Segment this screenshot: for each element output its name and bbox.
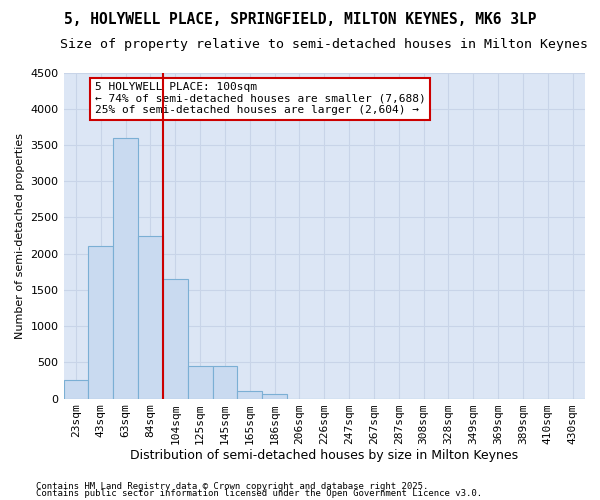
Text: Contains HM Land Registry data © Crown copyright and database right 2025.: Contains HM Land Registry data © Crown c…: [36, 482, 428, 491]
Bar: [262, 394, 287, 398]
Bar: [163, 279, 188, 398]
Title: Size of property relative to semi-detached houses in Milton Keynes: Size of property relative to semi-detach…: [60, 38, 588, 51]
Bar: [88, 246, 113, 398]
Bar: [64, 380, 88, 398]
Bar: [238, 392, 262, 398]
Text: 5, HOLYWELL PLACE, SPRINGFIELD, MILTON KEYNES, MK6 3LP: 5, HOLYWELL PLACE, SPRINGFIELD, MILTON K…: [64, 12, 536, 28]
Bar: [113, 138, 138, 398]
Y-axis label: Number of semi-detached properties: Number of semi-detached properties: [15, 132, 25, 338]
X-axis label: Distribution of semi-detached houses by size in Milton Keynes: Distribution of semi-detached houses by …: [130, 450, 518, 462]
Text: 5 HOLYWELL PLACE: 100sqm
← 74% of semi-detached houses are smaller (7,688)
25% o: 5 HOLYWELL PLACE: 100sqm ← 74% of semi-d…: [95, 82, 425, 116]
Bar: [138, 236, 163, 398]
Bar: [188, 366, 212, 398]
Bar: [212, 366, 238, 398]
Text: Contains public sector information licensed under the Open Government Licence v3: Contains public sector information licen…: [36, 489, 482, 498]
